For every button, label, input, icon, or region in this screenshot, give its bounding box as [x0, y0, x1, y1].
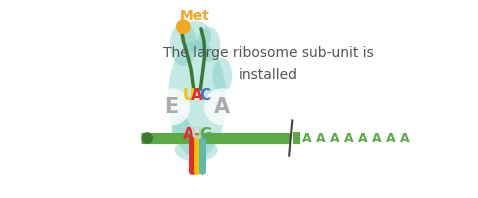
Circle shape: [204, 88, 241, 125]
Text: C: C: [200, 88, 211, 103]
Text: A: A: [214, 97, 230, 117]
Text: Met: Met: [180, 9, 210, 23]
Ellipse shape: [213, 58, 232, 93]
Text: G: G: [199, 127, 211, 142]
Text: A: A: [183, 127, 195, 142]
Ellipse shape: [197, 27, 220, 62]
Text: A A A A A A A A: A A A A A A A A: [302, 131, 410, 145]
Text: U: U: [183, 88, 195, 103]
Circle shape: [153, 88, 190, 125]
Text: E: E: [164, 97, 179, 117]
FancyBboxPatch shape: [293, 132, 300, 144]
Text: A: A: [191, 88, 203, 103]
Ellipse shape: [180, 21, 211, 52]
Circle shape: [176, 19, 191, 34]
Ellipse shape: [168, 40, 226, 158]
Ellipse shape: [170, 23, 197, 66]
Ellipse shape: [174, 138, 217, 162]
Circle shape: [141, 132, 153, 144]
Ellipse shape: [172, 117, 191, 144]
Text: The large ribosome sub-unit is
installed: The large ribosome sub-unit is installed: [163, 46, 374, 82]
Text: U: U: [191, 127, 203, 142]
